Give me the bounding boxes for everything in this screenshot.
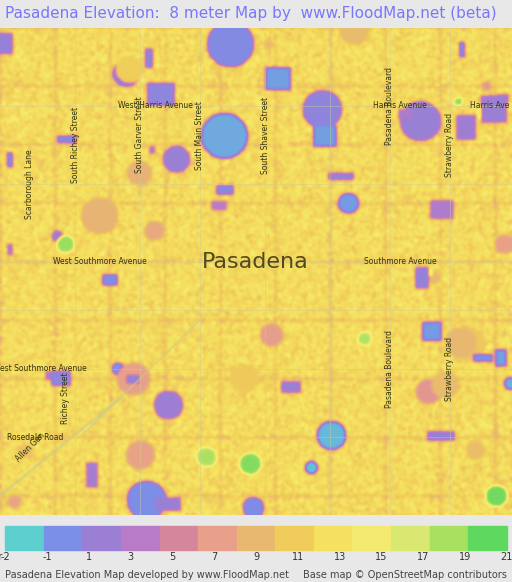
Bar [275,526,314,550]
Text: 17: 17 [417,552,430,562]
Bar [160,526,198,550]
Text: Strawberry Road: Strawberry Road [445,337,455,401]
Text: Southmore Avenue: Southmore Avenue [364,257,436,266]
Text: West Harris Avenue: West Harris Avenue [118,101,193,111]
Text: 11: 11 [292,552,304,562]
Text: 9: 9 [253,552,259,562]
Bar [314,526,352,550]
Text: Rosedale Road: Rosedale Road [7,432,63,442]
Text: South Main Street: South Main Street [196,101,204,169]
Text: 7: 7 [211,552,217,562]
Text: South Shaver Street: South Shaver Street [261,97,269,173]
Text: West Southmore Avenue: West Southmore Avenue [53,257,147,266]
Text: West Southmore Avenue: West Southmore Avenue [0,364,87,374]
Bar [5,526,44,550]
Text: 21: 21 [501,552,512,562]
Text: Pasadena Boulevard: Pasadena Boulevard [386,67,395,145]
Text: -1: -1 [42,552,52,562]
Text: Pasadena Elevation:  8 meter Map by  www.FloodMap.net (beta): Pasadena Elevation: 8 meter Map by www.F… [5,6,497,22]
Text: Pasadena Boulevard: Pasadena Boulevard [386,330,395,408]
Bar [391,526,430,550]
Text: 5: 5 [169,552,176,562]
Bar [198,526,237,550]
Text: 1: 1 [86,552,92,562]
Text: 15: 15 [375,552,388,562]
Text: Harris Avenue: Harris Avenue [373,101,427,111]
Text: Strawberry Road: Strawberry Road [445,113,455,177]
Bar [82,526,121,550]
Bar [44,526,82,550]
Text: Base map © OpenStreetMap contributors: Base map © OpenStreetMap contributors [303,570,507,580]
Text: Pasadena: Pasadena [202,252,308,272]
Text: South Garver Street: South Garver Street [136,97,144,173]
Text: Richey Street: Richey Street [60,372,70,424]
Bar [237,526,275,550]
Text: Harris Ave: Harris Ave [471,101,509,111]
Text: 3: 3 [127,552,134,562]
Text: Scarborough Lane: Scarborough Lane [26,149,34,219]
Bar [352,526,391,550]
Text: Allen Gen: Allen Gen [14,431,46,463]
Text: -2: -2 [0,552,10,562]
Text: 19: 19 [459,552,471,562]
Bar [468,526,507,550]
Text: Pasadena Elevation Map developed by www.FloodMap.net: Pasadena Elevation Map developed by www.… [5,570,289,580]
Text: 13: 13 [333,552,346,562]
Text: South Richey Street: South Richey Street [71,107,79,183]
Bar [430,526,468,550]
Text: meter: meter [0,552,3,562]
Bar [121,526,160,550]
